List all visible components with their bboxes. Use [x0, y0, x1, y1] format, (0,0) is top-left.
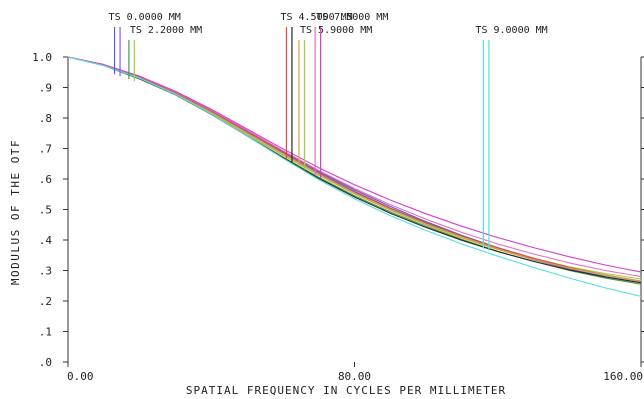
- y-tick-label: .3: [39, 265, 52, 278]
- y-tick-label: .9: [39, 82, 52, 95]
- mtf-curve-8: [67, 56, 642, 278]
- y-tick-label: .6: [39, 173, 52, 186]
- mtf-curve-10: [67, 56, 642, 297]
- mtf-curve-3: [67, 56, 642, 285]
- mtf-series: [67, 56, 642, 297]
- x-tick-label: 80.00: [338, 370, 371, 383]
- y-tick-label: 1.0: [32, 51, 52, 64]
- y-tick-label: .5: [39, 204, 52, 217]
- x-axis-label: SPATIAL FREQUENCY IN CYCLES PER MILLIMET…: [186, 384, 506, 397]
- field-marker-label: TS 2.2000 MM: [130, 25, 202, 36]
- y-tick-label: .0: [39, 356, 52, 369]
- field-marker-label: TS 9.0000 MM: [475, 25, 547, 36]
- mtf-curve-6: [67, 56, 642, 284]
- y-axis-ticks: 1.0 .9 .8 .7 .6 .5 .4 .3 .2 .1 .0: [32, 51, 644, 369]
- y-axis-label: MODULUS OF THE OTF: [9, 139, 22, 285]
- x-tick-label: 160.00: [603, 370, 643, 383]
- plot-frame: [67, 57, 642, 362]
- x-tick-label: 0.00: [67, 370, 94, 383]
- field-marker-label: TS 0.0000 MM: [109, 12, 181, 23]
- mtf-curve-4: [67, 56, 642, 280]
- field-marker-label: TS 5.9000 MM: [300, 25, 372, 36]
- y-tick-label: .7: [39, 143, 52, 156]
- field-marker-label: TS 4.5000 MM: [280, 12, 352, 23]
- mtf-curve-9: [67, 56, 642, 273]
- mtf-curve-5: [67, 56, 642, 282]
- mtf-curve-7: [67, 56, 642, 282]
- field-markers: TS 0.0000 MM TS 2.2000 MM TS 4.5000 MM TS 5…: [109, 12, 548, 251]
- mtf-curve-1: [67, 56, 642, 282]
- y-tick-label: .1: [39, 326, 52, 339]
- mtf-curve-2: [67, 56, 642, 284]
- y-tick-label: .4: [39, 234, 53, 247]
- y-tick-label: .8: [39, 112, 52, 125]
- y-tick-label: .2: [39, 295, 52, 308]
- x-axis-ticks: 0.00 80.00 160.00: [67, 362, 643, 383]
- field-marker-label: TS 7.5000 MM: [316, 12, 388, 23]
